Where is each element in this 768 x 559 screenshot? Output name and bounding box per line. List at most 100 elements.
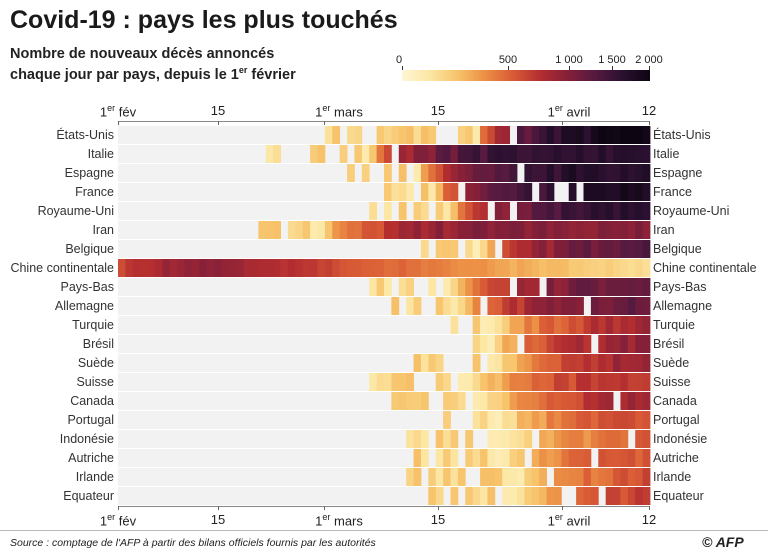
heatmap-cell [420, 354, 429, 372]
heatmap-cell [258, 221, 267, 239]
heatmap-cell [443, 145, 451, 163]
heatmap-cell [524, 145, 533, 163]
heatmap-cell [627, 316, 636, 334]
heatmap-cell [590, 316, 599, 334]
heatmap-cell [465, 449, 474, 467]
heatmap-cell [598, 449, 607, 467]
heatmap-cell [413, 430, 422, 448]
heatmap-cell [517, 411, 525, 429]
legend-tick-mark [569, 66, 570, 71]
heatmap-cell [635, 335, 644, 353]
heatmap-cell [435, 221, 444, 239]
row-label-left: Irlande [75, 470, 114, 484]
heatmap-cell [627, 297, 636, 315]
heatmap-cell [509, 221, 518, 239]
heatmap-cell [443, 202, 451, 220]
heatmap-cell [509, 487, 518, 505]
heatmap-cell [502, 411, 511, 429]
heatmap-cell [524, 487, 533, 505]
heatmap-cell [553, 145, 562, 163]
bottom-axis-label-mars: 1er mars [315, 512, 363, 529]
heatmap-cell [265, 221, 274, 239]
heatmap-cell [539, 449, 547, 467]
heatmap-cell [354, 259, 363, 277]
heatmap-cell [480, 164, 488, 182]
heatmap-cell [642, 221, 651, 239]
heatmap-cell [494, 449, 503, 467]
heatmap-cell [502, 392, 511, 410]
heatmap-cell [561, 449, 570, 467]
heatmap-cell [472, 240, 481, 258]
row-label-right: Brésil [653, 337, 685, 351]
heatmap-cell [635, 373, 644, 391]
heatmap-cell [642, 411, 651, 429]
heatmap-cell [539, 240, 547, 258]
heatmap-cell [517, 449, 525, 467]
heatmap-cell [531, 145, 540, 163]
heatmap-cell [524, 430, 533, 448]
heatmap-cell [502, 354, 511, 372]
heatmap-cell [435, 449, 444, 467]
heatmap-cell [502, 373, 511, 391]
heatmap-cell [369, 202, 378, 220]
heatmap-cell [480, 373, 488, 391]
heatmap-cell [539, 164, 547, 182]
heatmap-cell [494, 468, 503, 486]
heatmap-cell [620, 259, 629, 277]
heatmap-cell [583, 449, 592, 467]
heatmap-cell [568, 240, 577, 258]
heatmap-cell [509, 145, 518, 163]
heatmap-cell [339, 259, 348, 277]
heatmap-cell [443, 221, 451, 239]
legend-tick-1000: 1 000 [555, 54, 583, 66]
heatmap-cell [517, 126, 525, 144]
afp-logo: © AFP [702, 534, 744, 550]
heatmap-cell [576, 354, 584, 372]
afp-logo-text: AFP [715, 534, 744, 550]
heatmap-cell [147, 259, 156, 277]
heatmap-cell [287, 259, 296, 277]
heatmap-cell [184, 259, 193, 277]
heatmap-cell [642, 240, 651, 258]
heatmap-cell [613, 278, 621, 296]
heatmap-cell [576, 278, 584, 296]
row-label-right: Autriche [653, 451, 699, 465]
heatmap-cell [354, 145, 363, 163]
heatmap-cell [553, 164, 562, 182]
heatmap-cell [517, 183, 525, 201]
heatmap-cell [598, 316, 607, 334]
heatmap-cell [376, 145, 385, 163]
heatmap-cell [487, 221, 496, 239]
heatmap-cell [384, 126, 392, 144]
heatmap-cell [236, 259, 245, 277]
heatmap-cell [576, 202, 584, 220]
heatmap-cell [539, 487, 547, 505]
heatmap-cell [494, 126, 503, 144]
bottom-axis-label-15-mars: 15 [430, 512, 446, 527]
heatmap-cell [642, 468, 651, 486]
heatmap-cell [398, 278, 407, 296]
heatmap-cell [568, 430, 577, 448]
heatmap-cell [435, 164, 444, 182]
heatmap-cell [605, 221, 614, 239]
heatmap-cell [435, 183, 444, 201]
heatmap-cell [398, 259, 407, 277]
top-axis-line [118, 121, 650, 122]
heatmap-cell [435, 202, 444, 220]
heatmap-cell [568, 316, 577, 334]
heatmap-cell [243, 259, 252, 277]
heatmap-cell [531, 297, 540, 315]
heatmap-cell [487, 278, 496, 296]
heatmap-cell [635, 430, 644, 448]
heatmap-cell [553, 449, 562, 467]
heatmap-cell [450, 221, 459, 239]
top-axis-tick [324, 121, 325, 125]
heatmap-cell [154, 259, 163, 277]
heatmap-cell [613, 487, 621, 505]
heatmap-cell [465, 126, 474, 144]
heatmap-cell [457, 221, 466, 239]
row-label-right: Irlande [653, 470, 692, 484]
heatmap-cell [487, 392, 496, 410]
row-label-left: Iran [92, 223, 114, 237]
heatmap-cell [561, 297, 570, 315]
